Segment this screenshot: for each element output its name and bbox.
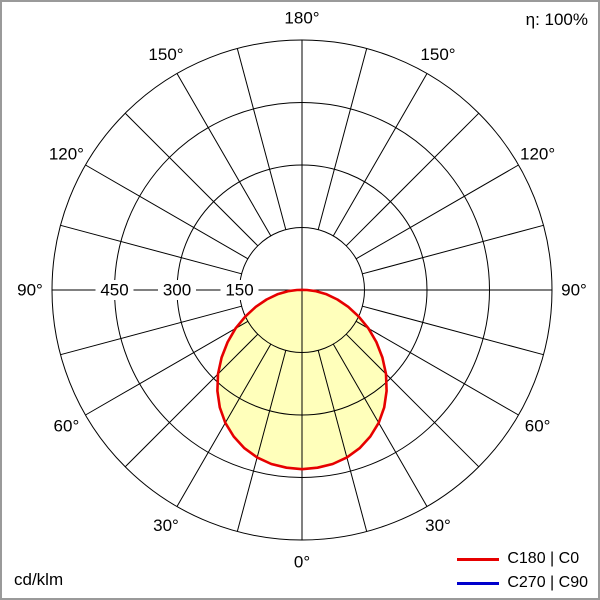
- radial-label-bg: [95, 280, 134, 300]
- grid-spoke: [355, 320, 519, 416]
- legend-label-c180-c0: C180 | C0: [507, 550, 580, 567]
- grid-spoke: [236, 48, 287, 230]
- grid-spoke: [332, 73, 428, 237]
- grid-spoke: [124, 112, 259, 247]
- angle-label-left: 30°: [153, 516, 179, 535]
- grid-spoke: [355, 164, 519, 260]
- grid-spoke: [345, 333, 480, 468]
- angle-label-right: 120°: [520, 145, 555, 164]
- grid-spoke: [362, 305, 544, 356]
- grid-spoke: [317, 48, 368, 230]
- efficiency-label: η: 100%: [525, 10, 588, 29]
- angle-label-left: 60°: [54, 417, 80, 436]
- grid-spoke: [124, 333, 259, 468]
- angle-label-right: 90°: [561, 281, 587, 300]
- grid-spoke: [85, 164, 249, 260]
- grid-spoke: [176, 343, 272, 507]
- grid-spoke: [60, 224, 242, 275]
- unit-label: cd/klm: [14, 570, 64, 589]
- angle-label-right: 150°: [420, 45, 455, 64]
- radial-label-bg: [220, 280, 259, 300]
- radial-tick-label: 450: [100, 281, 128, 300]
- legend-item-c270-c90: C270 | C90: [457, 574, 588, 592]
- grid-spoke: [362, 224, 544, 275]
- radial-tick-label: 150: [225, 281, 253, 300]
- legend-item-c180-c0: C180 | C0: [457, 550, 588, 568]
- legend-line-blue-icon: [457, 581, 500, 585]
- legend-label-c270-c90: C270 | C90: [507, 574, 588, 591]
- angle-label-left: 90°: [17, 281, 43, 300]
- radial-tick-label: 300: [163, 281, 191, 300]
- angle-label-180: 180°: [284, 9, 319, 28]
- grid-spoke: [345, 112, 480, 247]
- grid-spoke: [317, 350, 368, 532]
- grid-spoke: [176, 73, 272, 237]
- intensity-curve-c180-c0: [216, 288, 388, 471]
- grid-spoke: [60, 305, 242, 356]
- grid-spoke: [85, 320, 249, 416]
- angle-label-left: 120°: [49, 145, 84, 164]
- legend-line-red-icon: [457, 557, 500, 561]
- legend: C180 | C0 C270 | C90: [457, 550, 588, 592]
- angle-label-0: 0°: [294, 553, 310, 572]
- radial-label-bg: [158, 280, 196, 300]
- angle-label-right: 60°: [525, 417, 551, 436]
- grid-spoke: [332, 343, 428, 507]
- angle-label-left: 150°: [148, 45, 183, 64]
- angle-label-right: 30°: [425, 516, 451, 535]
- grid-spoke: [236, 350, 287, 532]
